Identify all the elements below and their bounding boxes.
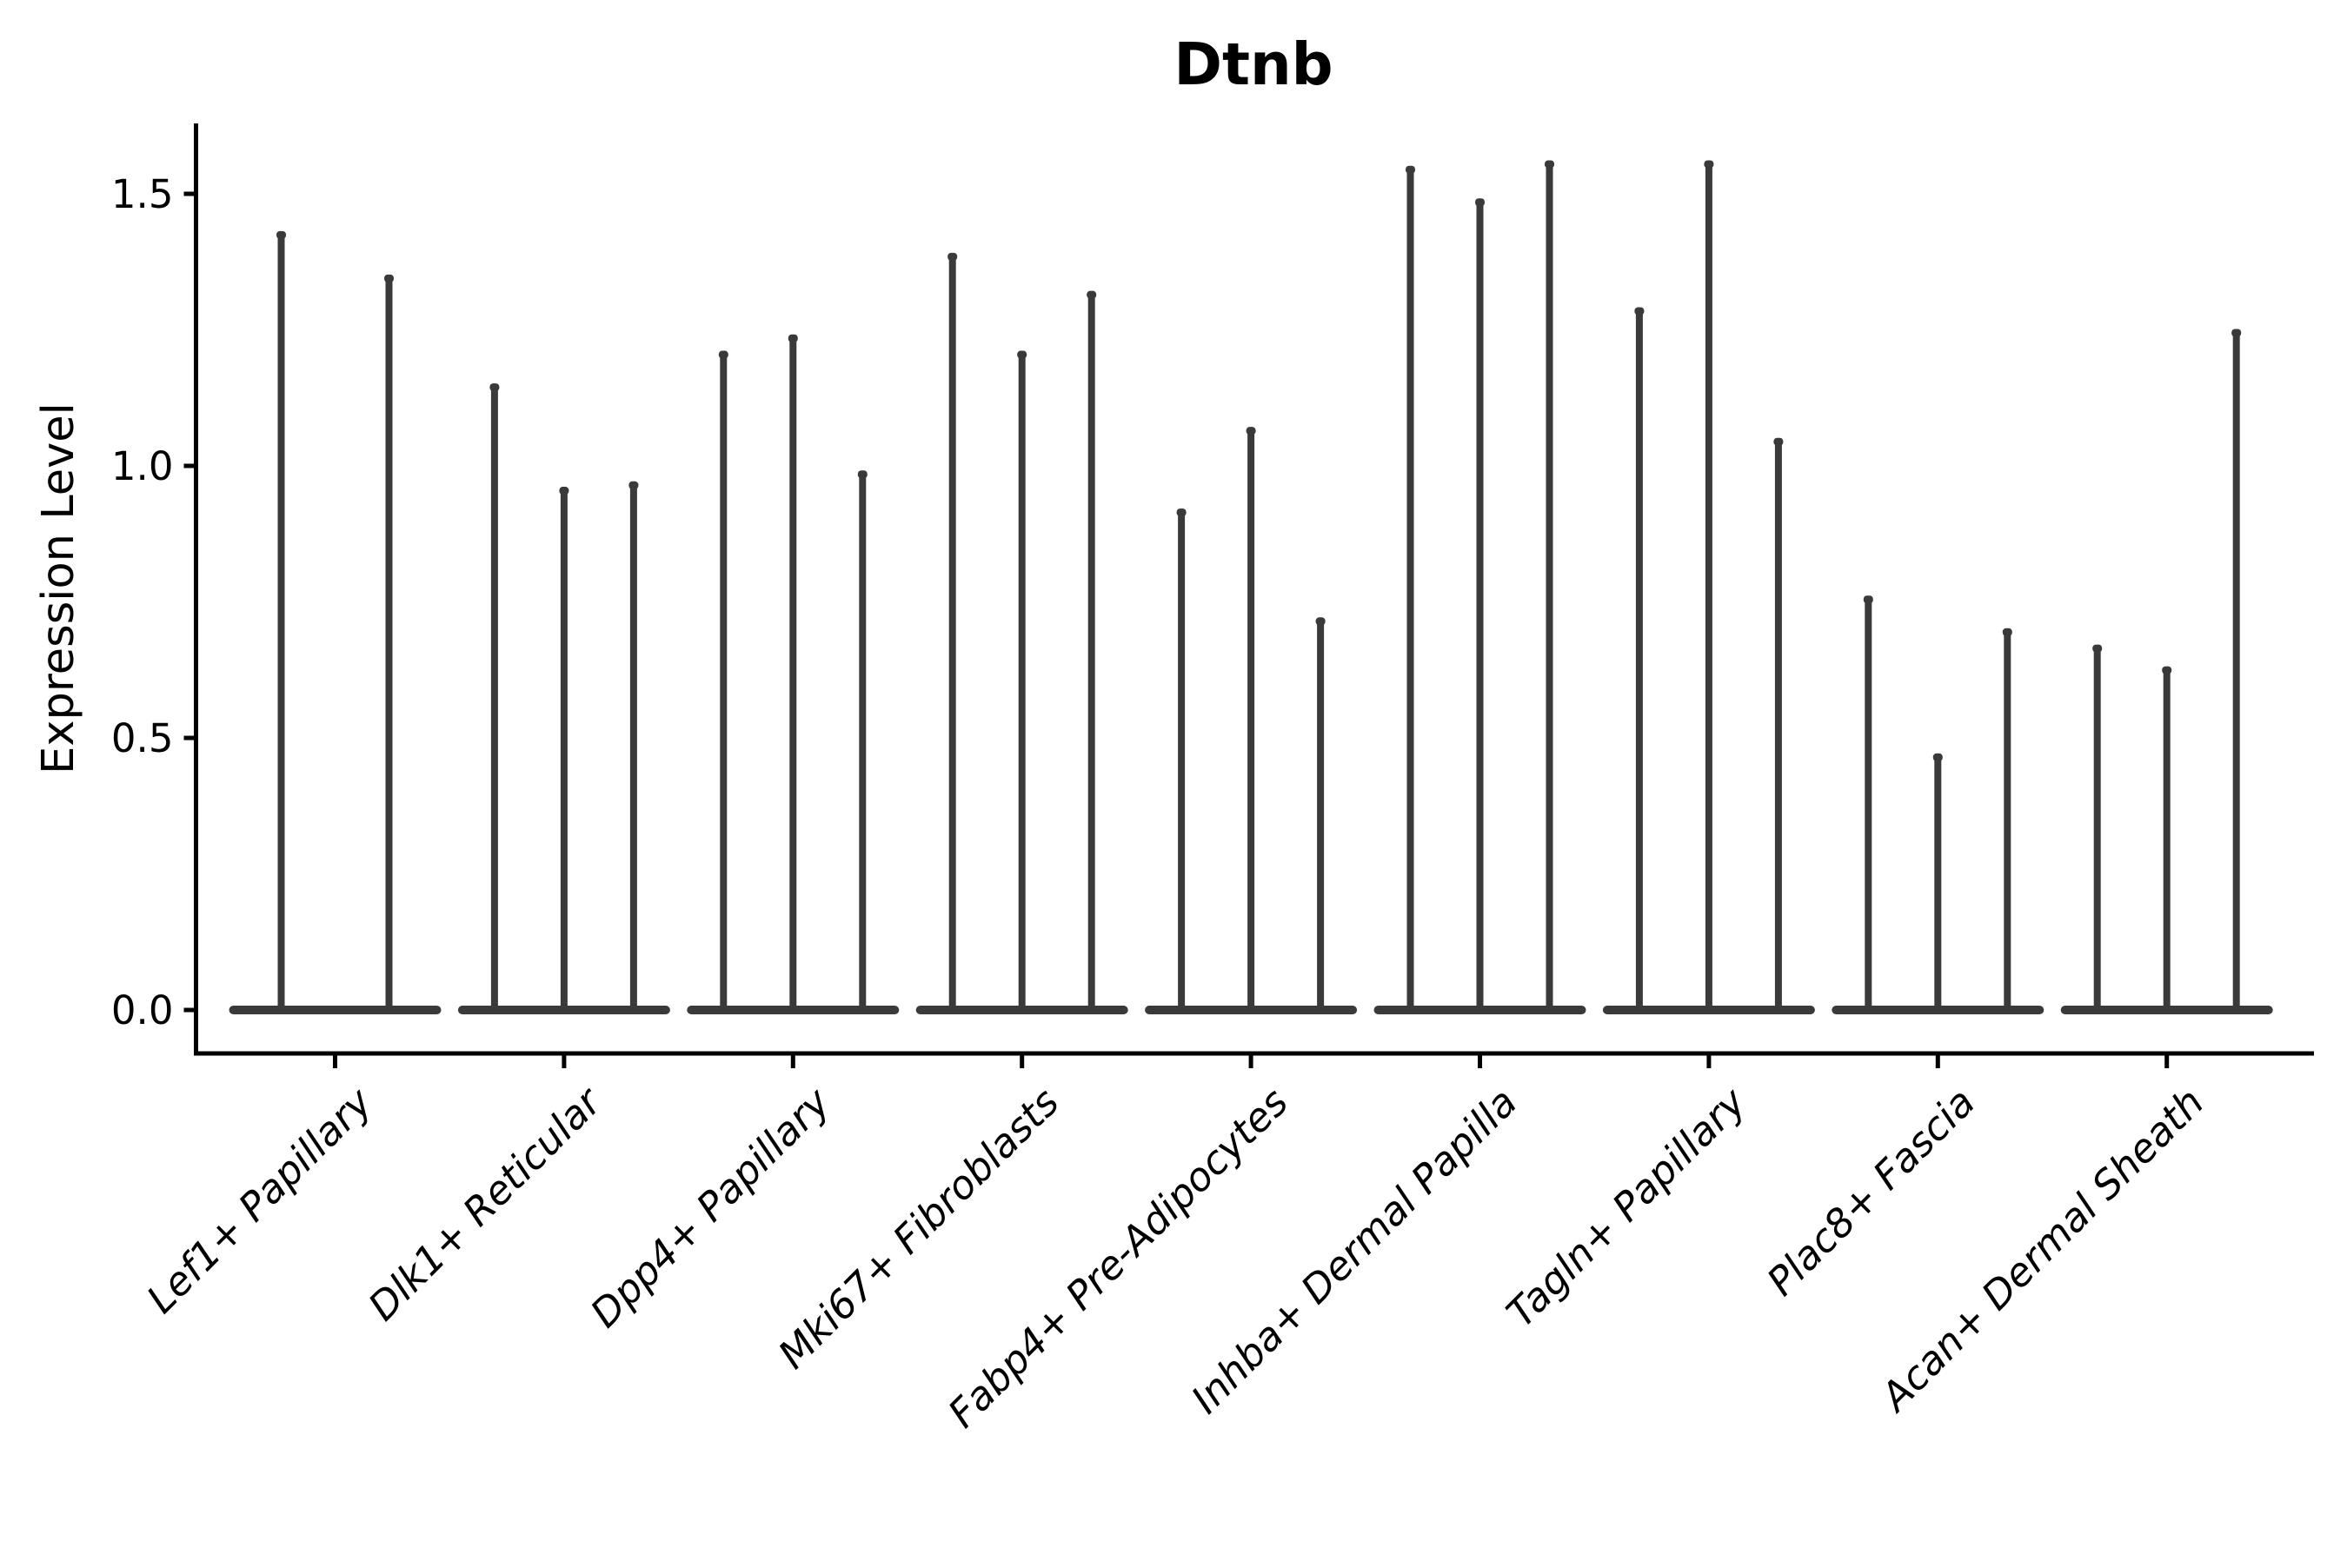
violin-spike bbox=[1865, 596, 1872, 1010]
violin-spike bbox=[1317, 618, 1325, 1010]
violin-spike bbox=[1247, 428, 1255, 1010]
violin-spike-cap bbox=[1246, 427, 1256, 435]
violin-spike bbox=[720, 351, 728, 1010]
violin-spike bbox=[2232, 329, 2240, 1010]
violin-spike-cap bbox=[276, 230, 286, 239]
x-tick-label: Lef1+ Papillary bbox=[137, 1078, 382, 1322]
violin-spike bbox=[2004, 628, 2011, 1010]
violin-spike bbox=[560, 488, 568, 1010]
violin-spike-cap bbox=[559, 487, 569, 495]
violin-spike-cap bbox=[2231, 329, 2242, 337]
violin-spike-cap bbox=[1406, 165, 1415, 174]
violin-spike-cap bbox=[1863, 595, 1873, 604]
violin-spike bbox=[1178, 509, 1186, 1010]
violin-spike bbox=[859, 471, 867, 1010]
violin-spike-cap bbox=[384, 274, 394, 282]
violin-spike-cap bbox=[1315, 617, 1326, 626]
violin-spike bbox=[490, 384, 498, 1011]
violin-spike-cap bbox=[1087, 290, 1097, 299]
violin-spike-cap bbox=[1017, 350, 1027, 359]
violin-spike bbox=[1635, 308, 1643, 1011]
y-tick-label: 0.0 bbox=[111, 987, 174, 1033]
x-tick-label: Dpp4+ Papillary bbox=[582, 1078, 840, 1336]
y-tick-label: 0.5 bbox=[111, 715, 174, 761]
violin-spike bbox=[1406, 166, 1414, 1010]
violin-spike bbox=[1476, 199, 1484, 1010]
violin-spike bbox=[629, 482, 637, 1010]
violin-spike-cap bbox=[1932, 753, 1943, 761]
violin-base bbox=[229, 1006, 442, 1014]
violin-spike-cap bbox=[947, 252, 958, 261]
violin-spike-cap bbox=[2092, 644, 2103, 653]
x-tick-label: Tagln+ Papillary bbox=[1498, 1078, 1756, 1336]
violin-spike-cap bbox=[2002, 628, 2012, 636]
violin-spike-cap bbox=[489, 383, 500, 392]
violin-spike bbox=[1546, 161, 1553, 1010]
violin-spike-cap bbox=[1704, 160, 1714, 169]
y-tick-label: 1.0 bbox=[111, 443, 174, 489]
violin-spike-cap bbox=[1634, 307, 1645, 316]
violin-spike bbox=[277, 231, 285, 1010]
violin-spike bbox=[789, 335, 797, 1010]
violin-spike-cap bbox=[1176, 508, 1187, 517]
violin-spike bbox=[2163, 667, 2171, 1010]
violin-spike-cap bbox=[718, 350, 728, 359]
violin-spike-cap bbox=[2162, 666, 2172, 674]
violin-spike bbox=[1018, 351, 1026, 1010]
x-tick-label: Plac8+ Fascia bbox=[1758, 1079, 1984, 1305]
y-axis-label: Expression Level bbox=[33, 402, 84, 774]
y-tick-label: 1.5 bbox=[111, 171, 174, 217]
plot-title: Dtnb bbox=[1174, 30, 1333, 98]
violin-spike-cap bbox=[1475, 198, 1485, 207]
violin-spike-cap bbox=[788, 334, 798, 342]
violin-spike bbox=[1934, 754, 1942, 1010]
violin-spike-cap bbox=[1545, 160, 1554, 169]
violin-spike-cap bbox=[628, 481, 639, 489]
violin-spike-cap bbox=[857, 470, 868, 479]
violin-layer bbox=[229, 160, 2273, 1014]
violin-spike bbox=[385, 275, 393, 1010]
violin-spike bbox=[1774, 438, 1782, 1010]
violin-spike-cap bbox=[1773, 437, 1784, 446]
violin-spike bbox=[948, 253, 956, 1010]
violin-spike bbox=[2093, 645, 2101, 1010]
violin-spike bbox=[1705, 161, 1712, 1010]
violin-spike bbox=[1087, 291, 1095, 1010]
x-tick-label: Dlk1+ Reticular bbox=[359, 1078, 611, 1330]
